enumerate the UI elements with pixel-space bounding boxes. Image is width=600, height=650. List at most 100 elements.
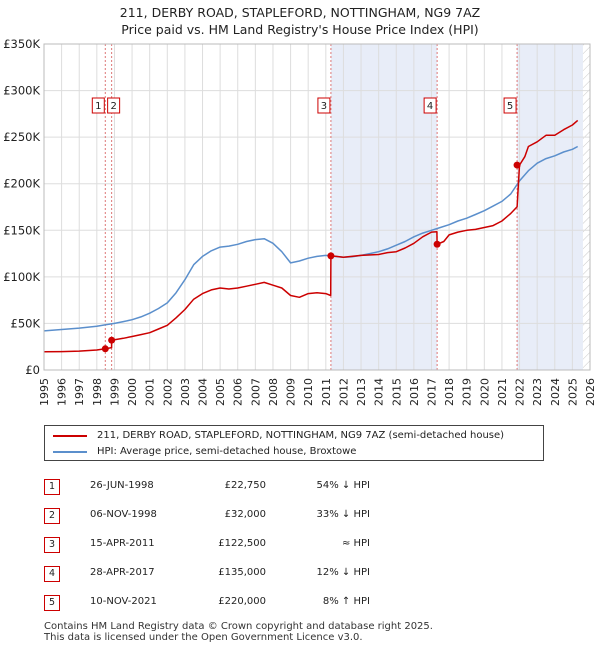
table-row: 4 28-APR-2017 £135,000 12% ↓ HPI	[44, 561, 444, 590]
x-tick-label: 2016	[408, 378, 421, 406]
y-tick-label: £300K	[3, 84, 40, 98]
transaction-hpi-comparison: 8% ↑ HPI	[322, 596, 370, 607]
x-tick-label: 2000	[126, 378, 139, 406]
x-tick-label: 2012	[337, 378, 350, 406]
transaction-label-box: 2	[107, 97, 121, 114]
x-tick-label: 1996	[56, 378, 69, 406]
x-tick-label: 2008	[267, 378, 280, 406]
x-tick-label: 2010	[302, 378, 315, 406]
x-tick-label: 2011	[320, 378, 333, 406]
transaction-price: £32,000	[224, 509, 266, 520]
shaded-period	[330, 44, 438, 370]
transaction-date: 26-JUN-1998	[90, 480, 154, 491]
transaction-point	[108, 336, 116, 344]
x-tick-label: 2007	[249, 378, 262, 406]
transaction-date: 28-APR-2017	[90, 567, 155, 578]
transaction-price: £220,000	[218, 596, 266, 607]
price-chart: 1 2 3 4 5 £0 £50K £100K £150K £200K £250K £300K £350…	[3, 37, 597, 406]
x-tick-label: 2017	[425, 378, 438, 406]
plot-frame	[43, 43, 591, 371]
x-tick-label: 1997	[73, 378, 86, 406]
transaction-price: £22,750	[224, 480, 266, 491]
transaction-label-frame	[423, 97, 437, 114]
x-tick-label: 2022	[514, 378, 527, 406]
transaction-hpi-comparison: 54% ↓ HPI	[316, 480, 370, 491]
chart-title: 211, DERBY ROAD, STAPLEFORD, NOTTINGHAM,…	[0, 4, 600, 38]
transaction-label-box: 4	[423, 97, 437, 114]
transaction-date: 15-APR-2011	[90, 538, 155, 549]
x-tick-label: 1999	[108, 378, 121, 406]
legend-swatch-hpi	[53, 451, 87, 453]
transaction-hpi-comparison: 12% ↓ HPI	[316, 567, 370, 578]
y-tick-label: £150K	[3, 223, 40, 237]
transaction-label: 2	[110, 101, 116, 112]
x-tick-label: 2026	[584, 378, 597, 406]
transaction-label-box: 1	[91, 97, 105, 114]
transaction-label-frame	[503, 97, 517, 114]
table-row: 2 06-NOV-1998 £32,000 33% ↓ HPI	[44, 503, 444, 532]
legend-label-property: 211, DERBY ROAD, STAPLEFORD, NOTTINGHAM,…	[97, 430, 505, 441]
x-tick-label: 2023	[531, 378, 544, 406]
transaction-point	[101, 345, 109, 353]
x-tick-label: 2009	[285, 378, 298, 406]
transaction-label-box: 3	[317, 97, 331, 114]
legend-label-hpi: HPI: Average price, semi-detached house,…	[97, 446, 357, 457]
x-tick-label: 2018	[443, 378, 456, 406]
y-tick-label: £0	[25, 363, 40, 377]
y-tick-label: £350K	[3, 37, 40, 51]
transaction-price: £135,000	[218, 567, 266, 578]
x-tick-label: 2021	[496, 378, 509, 406]
title-line-2: Price paid vs. HM Land Registry's House …	[121, 22, 479, 37]
legend: 211, DERBY ROAD, STAPLEFORD, NOTTINGHAM,…	[44, 425, 544, 461]
x-tick-label: 2013	[355, 378, 368, 406]
table-row: 5 10-NOV-2021 £220,000 8% ↑ HPI	[44, 590, 444, 619]
x-tick-label: 2001	[144, 378, 157, 406]
x-tick-label: 1998	[91, 378, 104, 406]
footer-copyright: Contains HM Land Registry data © Crown c…	[44, 621, 433, 632]
table-row: 1 26-JUN-1998 £22,750 54% ↓ HPI	[44, 474, 444, 503]
footer-licence: This data is licensed under the Open Gov…	[44, 632, 363, 643]
x-tick-label: 2025	[566, 378, 579, 406]
transaction-label-frame	[107, 97, 121, 114]
transaction-marker-label: 4	[44, 566, 60, 582]
x-tick-label: 2015	[390, 378, 403, 406]
transactions-table: 1 26-JUN-1998 £22,750 54% ↓ HPI 2 06-NOV…	[44, 474, 444, 619]
transaction-label-box: 5	[503, 97, 517, 114]
x-tick-label: 2004	[197, 378, 210, 406]
x-tick-label: 1995	[38, 378, 51, 406]
x-tick-label: 2014	[373, 378, 386, 406]
property-price-line	[43, 119, 579, 353]
transaction-marker-label: 2	[44, 508, 60, 524]
transaction-hpi-comparison: ≈ HPI	[341, 538, 370, 549]
x-tick-label: 2003	[179, 378, 192, 406]
y-tick-label: £200K	[3, 177, 40, 191]
footer: Contains HM Land Registry data © Crown c…	[44, 621, 433, 643]
transaction-point	[513, 161, 521, 169]
transaction-marker-label: 3	[44, 537, 60, 553]
transaction-point	[327, 252, 335, 260]
transaction-date: 06-NOV-1998	[90, 509, 157, 520]
transaction-date: 10-NOV-2021	[90, 596, 157, 607]
transaction-label: 4	[427, 101, 433, 112]
transaction-label-frame	[317, 97, 331, 114]
x-tick-label: 2019	[461, 378, 474, 406]
x-tick-label: 2002	[161, 378, 174, 406]
x-tick-label: 2005	[214, 378, 227, 406]
transaction-hpi-comparison: 33% ↓ HPI	[316, 509, 370, 520]
transaction-marker-label: 5	[44, 595, 60, 611]
x-tick-label: 2020	[478, 378, 491, 406]
forecast-hatch	[582, 44, 590, 370]
title-line-1: 211, DERBY ROAD, STAPLEFORD, NOTTINGHAM,…	[119, 5, 481, 20]
x-tick-label: 2006	[232, 378, 245, 406]
x-tick-label: 2024	[549, 378, 562, 406]
transaction-label: 5	[507, 101, 513, 112]
shaded-period	[517, 44, 583, 370]
transaction-label-frame	[91, 97, 105, 114]
y-tick-label: £50K	[11, 316, 41, 330]
transaction-label: 3	[321, 101, 327, 112]
transaction-label: 1	[95, 101, 101, 112]
legend-swatch-property	[53, 435, 87, 437]
transaction-marker-label: 1	[44, 479, 60, 495]
hpi-line	[43, 145, 579, 332]
transaction-point	[433, 240, 441, 248]
